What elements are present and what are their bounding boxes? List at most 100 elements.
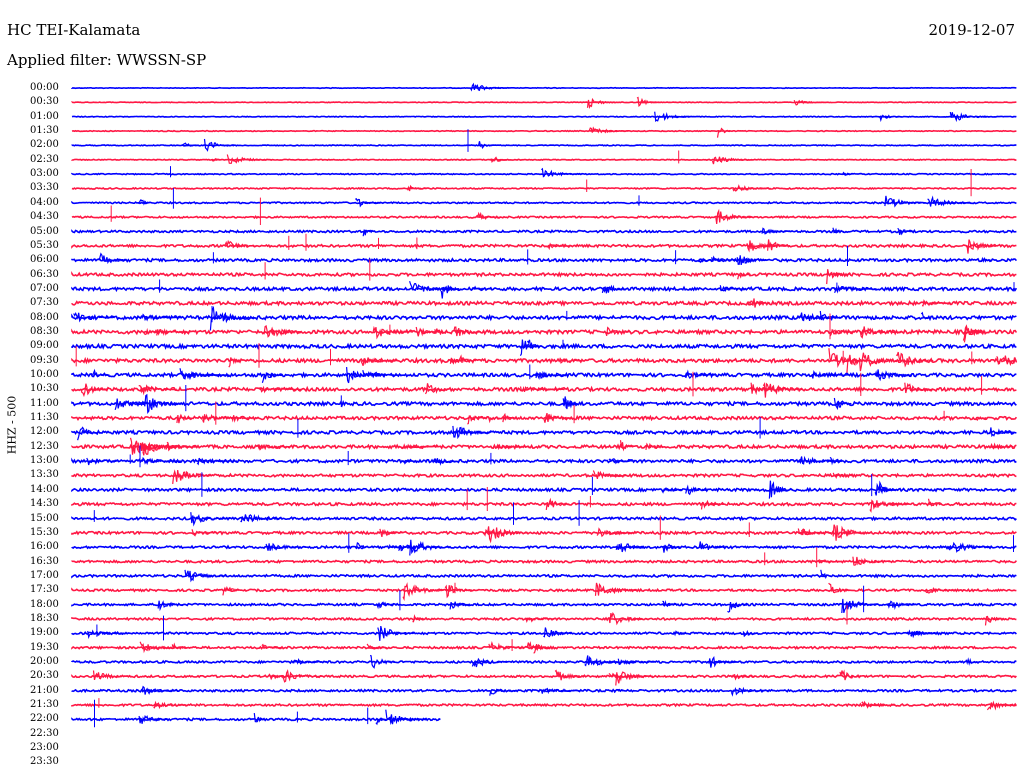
time-label: 08:00 bbox=[30, 311, 59, 323]
seismic-event bbox=[716, 127, 731, 138]
seismic-event bbox=[592, 470, 628, 480]
seismic-event bbox=[231, 415, 251, 423]
seismic-event bbox=[833, 397, 852, 411]
time-label: 01:30 bbox=[30, 125, 59, 137]
time-label: 20:00 bbox=[30, 656, 59, 667]
seismic-event bbox=[469, 82, 510, 92]
seismic-trace bbox=[71, 115, 1017, 118]
time-label: 18:00 bbox=[30, 598, 59, 610]
seismic-event bbox=[711, 255, 755, 263]
seismic-event bbox=[143, 327, 160, 336]
seismic-event bbox=[203, 138, 238, 152]
seismic-event bbox=[990, 442, 1014, 450]
seismic-trace bbox=[71, 101, 1017, 104]
seismic-event bbox=[372, 371, 403, 378]
time-label: 01:00 bbox=[30, 110, 59, 122]
seismic-event bbox=[171, 642, 192, 650]
seismic-event bbox=[490, 156, 510, 163]
seismic-event bbox=[586, 97, 616, 110]
seismic-event bbox=[920, 311, 932, 320]
seismic-event bbox=[841, 171, 853, 176]
seismic-event bbox=[811, 369, 849, 379]
seismic-event bbox=[77, 426, 98, 441]
seismic-event bbox=[645, 442, 664, 451]
time-label: 09:30 bbox=[30, 354, 59, 366]
seismic-event bbox=[559, 357, 584, 364]
seismic-event bbox=[818, 559, 842, 564]
seismic-trace bbox=[71, 342, 1017, 351]
seismic-event bbox=[156, 328, 191, 336]
seismic-event bbox=[615, 671, 654, 686]
seismic-event bbox=[375, 717, 387, 726]
seismic-event bbox=[375, 601, 394, 610]
seismic-event bbox=[181, 142, 200, 147]
seismic-event bbox=[793, 99, 829, 106]
seismic-event bbox=[826, 269, 851, 285]
seismic-trace bbox=[71, 429, 1017, 436]
seismic-event bbox=[176, 413, 193, 424]
seismic-event bbox=[878, 480, 894, 494]
seismic-event bbox=[596, 527, 637, 538]
seismic-event bbox=[852, 556, 890, 566]
time-label: 18:30 bbox=[30, 612, 59, 624]
seismic-trace bbox=[71, 229, 1017, 234]
time-label: 03:00 bbox=[30, 168, 59, 180]
seismic-event bbox=[962, 324, 986, 341]
seismic-event bbox=[540, 687, 581, 695]
seismic-event bbox=[797, 528, 832, 536]
seismic-event bbox=[228, 357, 242, 368]
seismic-event bbox=[476, 211, 501, 221]
seismic-event bbox=[820, 569, 831, 580]
seismic-trace bbox=[71, 385, 1017, 393]
seismic-event bbox=[636, 96, 659, 108]
seismic-event bbox=[524, 617, 555, 624]
time-label: 22:00 bbox=[30, 713, 59, 725]
seismic-event bbox=[362, 229, 376, 237]
seismic-event bbox=[834, 284, 877, 294]
seismic-trace bbox=[71, 630, 1017, 636]
seismic-event bbox=[138, 384, 177, 396]
seismic-trace bbox=[71, 573, 1017, 579]
seismic-trace bbox=[71, 200, 1017, 205]
seismic-event bbox=[444, 584, 473, 599]
time-label: 08:30 bbox=[30, 325, 59, 337]
time-label: 12:30 bbox=[30, 440, 59, 452]
seismic-event bbox=[355, 198, 383, 208]
seismic-event bbox=[191, 529, 218, 537]
seismic-event bbox=[869, 499, 911, 513]
seismic-event bbox=[819, 310, 836, 321]
seismic-event bbox=[986, 700, 1017, 711]
seismic-event bbox=[543, 412, 574, 423]
seismic-event bbox=[747, 298, 771, 308]
seismic-event bbox=[80, 383, 109, 398]
seismic-event bbox=[543, 627, 572, 638]
seismic-event bbox=[921, 299, 951, 307]
time-label: 20:30 bbox=[30, 670, 59, 682]
seismic-event bbox=[282, 669, 323, 683]
seismic-event bbox=[526, 339, 540, 348]
seismic-event bbox=[619, 440, 634, 452]
time-label: 06:00 bbox=[30, 254, 59, 266]
seismic-event bbox=[402, 582, 448, 602]
seismic-event bbox=[388, 544, 400, 549]
seismic-event bbox=[433, 458, 456, 466]
seismic-event bbox=[672, 630, 687, 637]
seismic-event bbox=[719, 285, 747, 292]
seismic-event bbox=[202, 413, 237, 423]
time-label: 13:30 bbox=[30, 469, 59, 481]
seismic-event bbox=[179, 368, 224, 381]
seismic-event bbox=[829, 328, 856, 337]
applied-filter: Applied filter: WWSSN-SP bbox=[7, 51, 207, 69]
seismic-event bbox=[98, 252, 128, 265]
time-label: 10:00 bbox=[30, 369, 59, 380]
seismic-trace bbox=[71, 270, 1017, 278]
seismic-event bbox=[732, 184, 771, 192]
seismic-event bbox=[92, 368, 110, 378]
seismic-trace bbox=[71, 371, 1017, 379]
seismic-event bbox=[190, 512, 231, 527]
seismic-event bbox=[965, 657, 979, 666]
time-label: 22:30 bbox=[30, 727, 59, 739]
seismic-trace bbox=[71, 659, 1017, 665]
seismic-event bbox=[762, 381, 803, 398]
time-label: 02:00 bbox=[30, 139, 59, 151]
